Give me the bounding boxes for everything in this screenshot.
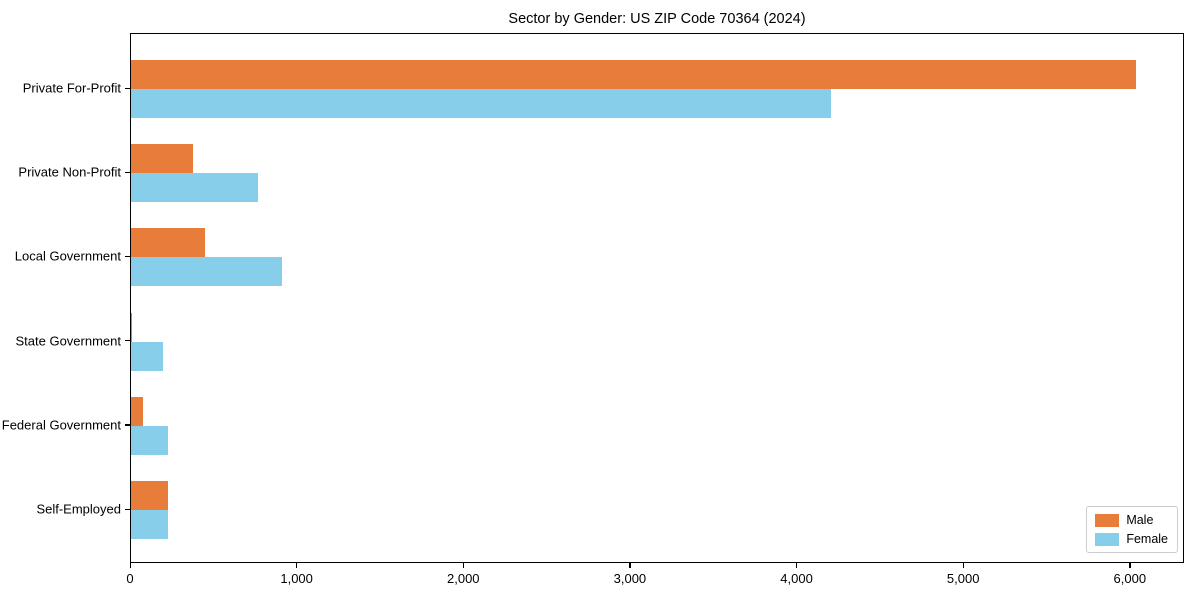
chart-title: Sector by Gender: US ZIP Code 70364 (202…	[508, 11, 806, 27]
x-tick-label-6-000: 6,000	[1113, 571, 1147, 586]
legend-item-male: Male	[1095, 513, 1168, 527]
x-tick-label-4-000: 4,000	[780, 571, 813, 586]
x-tick-mark	[962, 563, 964, 568]
x-tick-label-3-000: 3,000	[613, 571, 647, 586]
x-tick-mark	[796, 563, 798, 568]
bar-male-self-employed	[131, 481, 169, 510]
legend-item-female: Female	[1095, 532, 1168, 546]
bar-female-private-for-profit	[131, 89, 831, 118]
bar-male-private-non-profit	[131, 144, 193, 174]
x-tick-mark	[629, 563, 631, 568]
legend: Male Female	[1086, 506, 1178, 553]
bar-female-federal-government	[131, 425, 168, 455]
legend-swatch-female	[1095, 532, 1120, 546]
y-tick-label-private-non-profit: Private Non-Profit	[18, 164, 121, 180]
bar-female-private-non-profit	[131, 173, 258, 203]
bar-male-private-for-profit	[131, 60, 1136, 89]
y-tick-label-local-government: Local Government	[14, 248, 121, 264]
x-tick-mark	[129, 563, 131, 568]
plot-area: Male Female	[130, 33, 1184, 563]
y-tick-mark	[125, 255, 130, 258]
legend-label-male: Male	[1126, 513, 1154, 527]
x-tick-mark	[1129, 563, 1131, 568]
x-tick-label-1-000: 1,000	[280, 571, 313, 586]
y-tick-label-state-government: State Government	[15, 333, 122, 349]
y-tick-mark	[125, 171, 130, 173]
y-tick-label-federal-government: Federal Government	[1, 417, 121, 433]
bar-male-state-government	[131, 312, 133, 342]
bar-female-self-employed	[131, 510, 169, 539]
bar-male-federal-government	[131, 396, 143, 426]
y-tick-label-private-for-profit: Private For-Profit	[22, 80, 121, 96]
y-tick-mark	[125, 424, 130, 426]
x-tick-mark	[296, 563, 298, 568]
y-tick-mark	[125, 87, 130, 89]
bar-female-state-government	[131, 341, 163, 371]
x-tick-label-2-000: 2,000	[446, 571, 480, 586]
x-tick-label-0: 0	[126, 571, 134, 586]
y-tick-mark	[125, 508, 130, 510]
legend-swatch-male	[1095, 513, 1120, 527]
bar-male-local-government	[131, 228, 206, 258]
bar-female-local-government	[131, 257, 282, 287]
x-tick-label-5-000: 5,000	[946, 571, 980, 586]
legend-label-female: Female	[1126, 532, 1168, 546]
y-tick-mark	[125, 340, 130, 342]
x-tick-mark	[462, 563, 465, 568]
y-tick-label-self-employed: Self-Employed	[36, 501, 121, 517]
